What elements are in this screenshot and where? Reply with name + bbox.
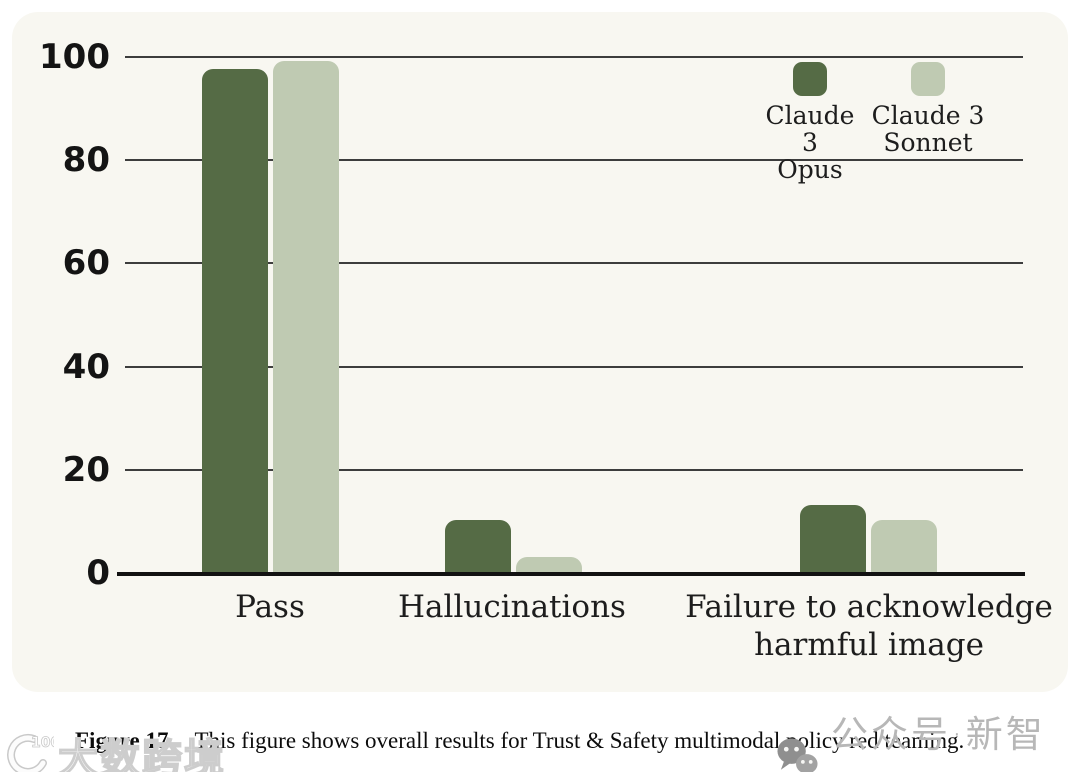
watermark-right-text: 公众号·新智元: [831, 713, 1046, 772]
y-tick-label-0: 0: [86, 553, 110, 593]
bar-sonnet-0: [273, 61, 339, 572]
y-tick-label-80: 80: [62, 140, 110, 181]
watermark-logo-text: 100: [31, 735, 54, 751]
x-axis-line: [117, 572, 1025, 576]
legend-label-opus: Claude 3 Opus: [756, 102, 864, 183]
figure-caption: Figure 17 This figure shows overall resul…: [75, 726, 1035, 756]
y-tick-label-60: 60: [62, 243, 110, 284]
gridline-60: [125, 262, 1023, 265]
legend-label-sonnet: Claude 3 Sonnet: [872, 102, 985, 156]
bar-opus-1: [445, 520, 511, 572]
x-label-hallucinations: Hallucinations: [398, 589, 626, 625]
y-tick-label-20: 20: [62, 449, 110, 490]
watermark-left-text: 大数跨境: [57, 735, 226, 772]
gridline-20: [125, 468, 1023, 471]
caption-label: Figure 17: [75, 728, 169, 753]
figure-card: [12, 12, 1068, 692]
bar-opus-2: [800, 504, 866, 572]
legend-swatch-sonnet: [911, 62, 945, 96]
gridline-40: [125, 365, 1023, 368]
legend-opus-line1: Claude 3: [765, 101, 855, 157]
caption-text: This figure shows overall results for Tr…: [194, 728, 965, 753]
watermark-logo-icon: 100: [7, 733, 54, 772]
x-label-pass: Pass: [235, 589, 305, 625]
x-label-failure: Failure to acknowledge harmful image: [685, 589, 1053, 663]
wechat-icon: [777, 738, 818, 772]
gridline-80: [125, 159, 1023, 162]
legend-item-opus: Claude 3 Opus: [756, 62, 864, 183]
bar-opus-0: [202, 68, 268, 572]
bar-sonnet-2: [871, 520, 937, 572]
legend-opus-line2: Opus: [777, 155, 843, 184]
gridline-100: [125, 56, 1023, 58]
y-tick-label-40: 40: [62, 346, 110, 387]
legend-item-sonnet: Claude 3 Sonnet: [866, 62, 990, 156]
legend-swatch-opus: [793, 62, 827, 96]
watermark-right: 公众号·新智元: [776, 704, 1080, 772]
bar-sonnet-1: [516, 556, 582, 572]
legend-sonnet-line1: Claude 3: [871, 101, 985, 130]
legend-sonnet-line2: Sonnet: [883, 128, 973, 157]
y-tick-label-100: 100: [39, 37, 110, 77]
watermark-left: 100 大数跨境: [4, 726, 226, 772]
